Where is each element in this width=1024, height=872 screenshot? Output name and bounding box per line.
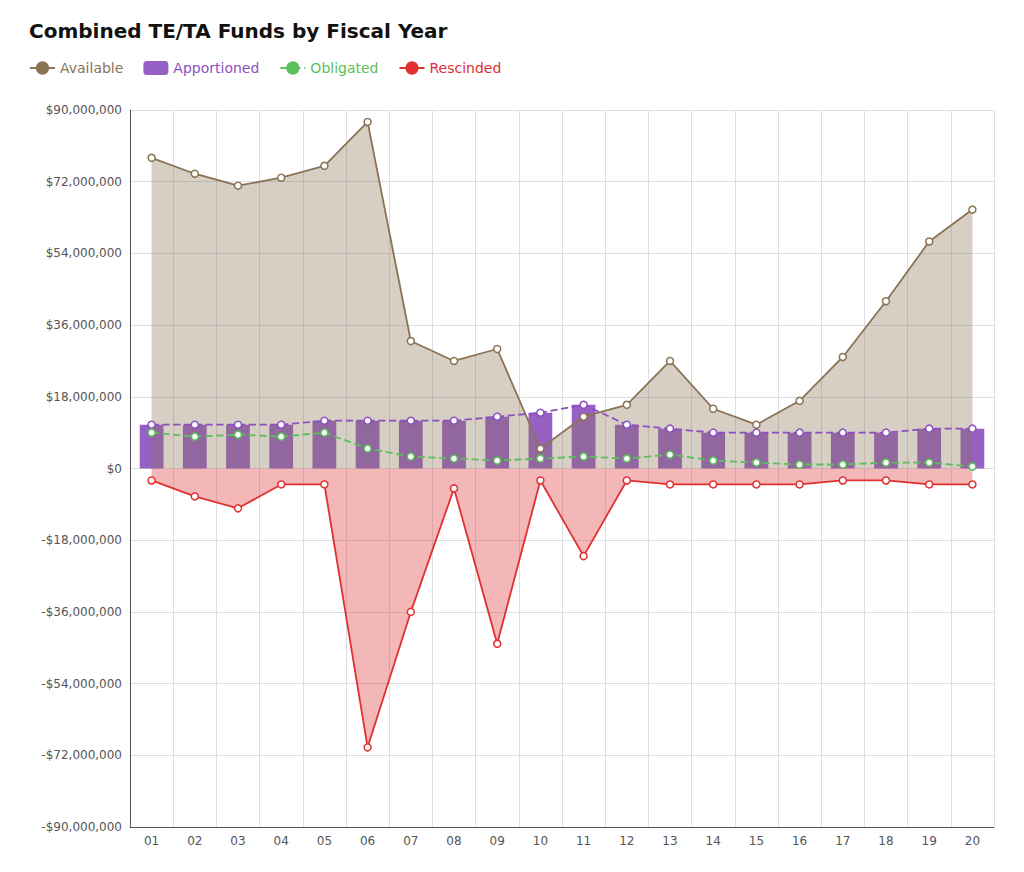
svg-text:09: 09 bbox=[490, 834, 505, 848]
svg-text:$0: $0 bbox=[107, 462, 122, 476]
svg-text:13: 13 bbox=[662, 834, 677, 848]
svg-text:$90,000,000: $90,000,000 bbox=[46, 103, 122, 117]
svg-text:$72,000,000: $72,000,000 bbox=[46, 175, 122, 189]
svg-text:17: 17 bbox=[835, 834, 850, 848]
svg-text:$36,000,000: $36,000,000 bbox=[46, 318, 122, 332]
svg-text:15: 15 bbox=[749, 834, 764, 848]
svg-text:-$72,000,000: -$72,000,000 bbox=[41, 748, 122, 762]
svg-text:08: 08 bbox=[446, 834, 461, 848]
svg-text:06: 06 bbox=[360, 834, 375, 848]
svg-text:Obligated: Obligated bbox=[310, 60, 378, 76]
svg-text:11: 11 bbox=[576, 834, 591, 848]
svg-text:16: 16 bbox=[792, 834, 807, 848]
svg-text:07: 07 bbox=[403, 834, 418, 848]
svg-text:18: 18 bbox=[878, 834, 893, 848]
svg-text:05: 05 bbox=[317, 834, 332, 848]
svg-text:$18,000,000: $18,000,000 bbox=[46, 390, 122, 404]
svg-text:10: 10 bbox=[533, 834, 548, 848]
svg-text:01: 01 bbox=[144, 834, 159, 848]
svg-text:03: 03 bbox=[230, 834, 245, 848]
svg-text:-$54,000,000: -$54,000,000 bbox=[41, 677, 122, 691]
svg-text:$54,000,000: $54,000,000 bbox=[46, 246, 122, 260]
svg-text:Combined TE/TA Funds by Fiscal: Combined TE/TA Funds by Fiscal Year bbox=[29, 19, 448, 43]
svg-text:02: 02 bbox=[187, 834, 202, 848]
svg-text:19: 19 bbox=[922, 834, 937, 848]
svg-text:12: 12 bbox=[619, 834, 634, 848]
svg-text:20: 20 bbox=[965, 834, 980, 848]
svg-text:Available: Available bbox=[60, 60, 123, 76]
svg-text:04: 04 bbox=[274, 834, 289, 848]
svg-text:-$90,000,000: -$90,000,000 bbox=[41, 820, 122, 834]
svg-text:-$36,000,000: -$36,000,000 bbox=[41, 605, 122, 619]
svg-text:-$18,000,000: -$18,000,000 bbox=[41, 533, 122, 547]
svg-text:Apportioned: Apportioned bbox=[173, 60, 259, 76]
svg-text:14: 14 bbox=[706, 834, 721, 848]
svg-text:Rescinded: Rescinded bbox=[429, 60, 501, 76]
